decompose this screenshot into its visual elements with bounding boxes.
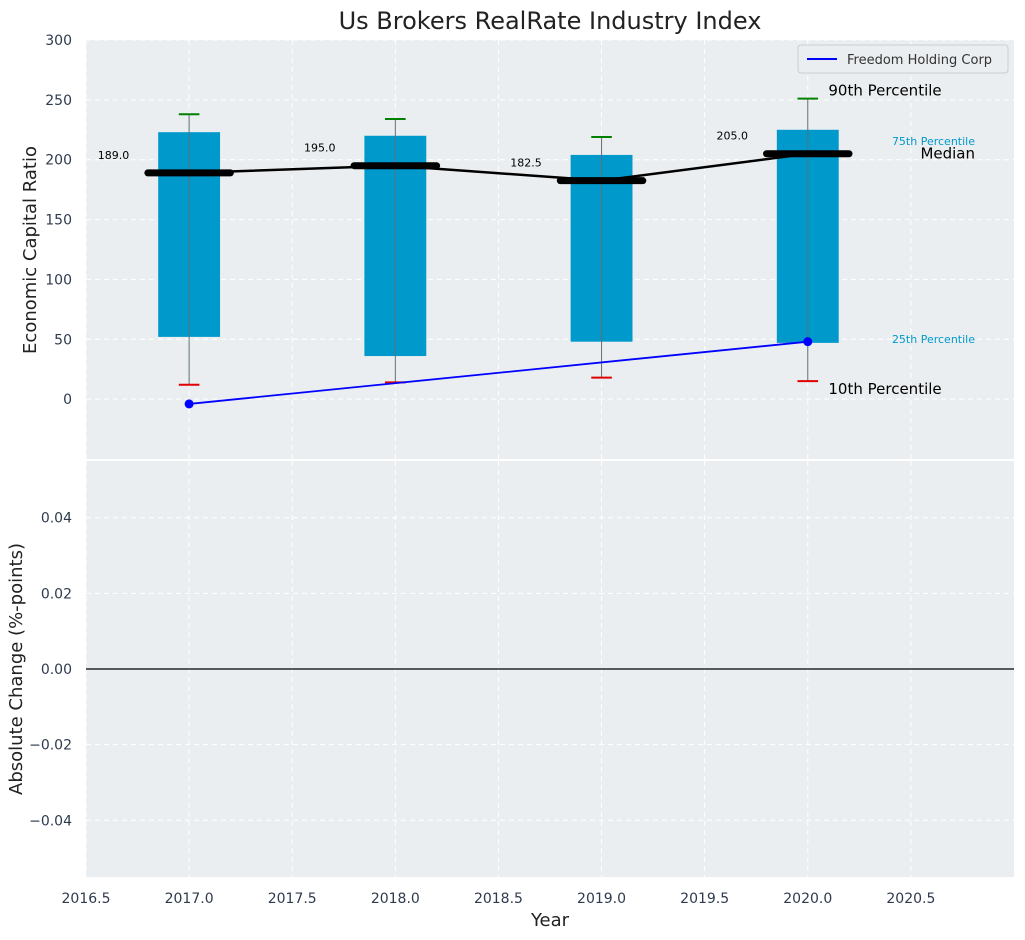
p75-annotation: 75th Percentile	[892, 135, 975, 148]
x-tick-label: 2019.5	[680, 891, 729, 907]
x-axis-label: Year	[530, 910, 570, 931]
top-y-tick-label: 50	[54, 332, 72, 348]
top-y-tick-label: 0	[63, 392, 72, 408]
series-line	[189, 340, 808, 405]
top-y-tick-label: 250	[45, 93, 72, 109]
bottom-y-tick-label: −0.02	[29, 738, 72, 754]
median-annotation: Median	[920, 145, 975, 163]
x-tick-label: 2019.0	[577, 891, 626, 907]
x-tick-label: 2018.0	[371, 891, 420, 907]
chart-title: Us Brokers RealRate Industry Index	[339, 7, 762, 35]
bottom-y-tick-label: 0.02	[41, 586, 72, 602]
x-tick-label: 2020.0	[783, 891, 832, 907]
median-value-label: 205.0	[716, 130, 748, 143]
median-trend-line	[189, 152, 808, 182]
x-tick-label: 2020.5	[886, 891, 935, 907]
x-ticks: 2016.5 2017.0 2017.5 2018.0 2018.5 2019.0 2019…	[62, 891, 936, 907]
percentile-boxes: 189.0 195.0 182.5 205.0	[98, 97, 853, 386]
bottom-y-tick-label: 0.00	[41, 662, 72, 678]
series-point	[803, 337, 813, 347]
legend-box	[797, 44, 1009, 74]
median-value-label: 195.0	[304, 142, 336, 155]
x-tick-label: 2016.5	[62, 891, 111, 907]
x-tick-label: 2018.5	[474, 891, 523, 907]
top-y-tick-label: 150	[45, 213, 72, 229]
bottom-y-tick-label: −0.04	[29, 813, 72, 829]
series-point	[184, 399, 194, 409]
bottom-y-tick-label: 0.04	[41, 511, 72, 527]
bottom-y-ticks: −0.04 −0.02 0.00 0.02 0.04	[29, 511, 72, 830]
top-plot-background	[86, 40, 1014, 459]
p25-annotation: 25th Percentile	[892, 333, 975, 346]
median-value-label: 182.5	[510, 157, 542, 170]
bottom-panel: −0.04 −0.02 0.00 0.02 0.04 2016.5 2017.0 2017.…	[6, 461, 1014, 931]
percentile-annotations: 90th Percentile 10th Percentile 75th Perce…	[828, 82, 975, 399]
legend: Freedom Holding Corp	[797, 44, 1009, 74]
company-series	[184, 337, 813, 409]
p10-annotation: 10th Percentile	[828, 380, 941, 398]
median-value-label: 189.0	[98, 149, 130, 162]
top-y-axis-label: Economic Capital Ratio	[20, 146, 41, 354]
top-y-tick-label: 100	[45, 272, 72, 288]
top-y-ticks: 0 50 100 150 200 250 300	[45, 33, 72, 408]
x-tick-label: 2017.5	[268, 891, 317, 907]
x-tick-label: 2017.0	[165, 891, 214, 907]
p90-annotation: 90th Percentile	[828, 82, 941, 100]
legend-label: Freedom Holding Corp	[847, 53, 992, 68]
top-y-tick-label: 300	[45, 33, 72, 49]
bottom-y-axis-label: Absolute Change (%-points)	[6, 543, 27, 795]
top-y-tick-label: 200	[45, 153, 72, 169]
